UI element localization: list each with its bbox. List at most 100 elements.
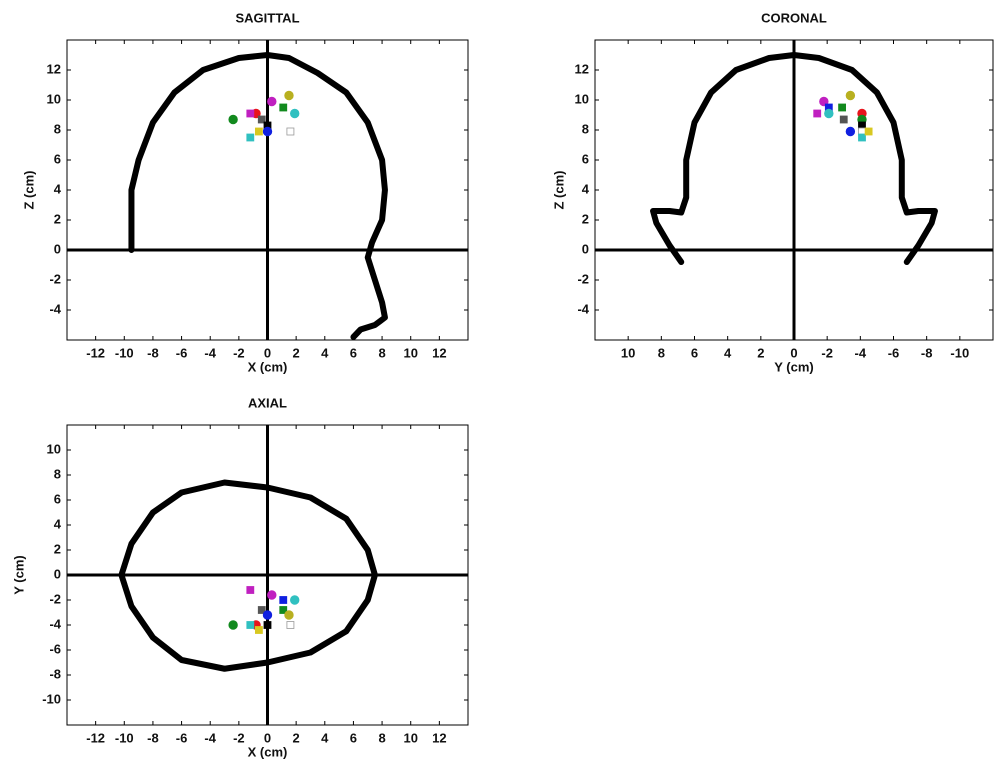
x-tick-label: 8 — [378, 730, 385, 745]
marker-circle — [267, 591, 276, 600]
x-tick-label: 0 — [264, 345, 271, 360]
x-tick-label: 8 — [378, 345, 385, 360]
marker-circle — [290, 109, 299, 118]
subplot-title: AXIAL — [248, 395, 287, 410]
y-tick-label: -10 — [42, 691, 61, 706]
x-tick-label: 2 — [757, 345, 764, 360]
y-tick-label: 8 — [582, 121, 589, 136]
x-tick-label: -2 — [821, 345, 833, 360]
y-tick-label: 6 — [582, 151, 589, 166]
x-tick-label: -4 — [204, 730, 216, 745]
x-tick-label: -10 — [115, 345, 134, 360]
marker-square — [255, 128, 262, 135]
marker-circle — [285, 91, 294, 100]
y-tick-label: 12 — [47, 61, 61, 76]
x-tick-label: 6 — [350, 345, 357, 360]
x-tick-label: 10 — [403, 730, 417, 745]
x-tick-label: 0 — [264, 730, 271, 745]
x-tick-label: -10 — [950, 345, 969, 360]
y-tick-label: 2 — [54, 541, 61, 556]
marker-circle — [825, 109, 834, 118]
x-tick-label: -2 — [233, 345, 245, 360]
y-tick-label: -2 — [577, 271, 589, 286]
marker-square — [814, 110, 821, 117]
marker-square — [247, 134, 254, 141]
marker-circle — [229, 621, 238, 630]
y-tick-label: 12 — [575, 61, 589, 76]
x-tick-label: 8 — [658, 345, 665, 360]
y-axis-label: Y (cm) — [11, 555, 26, 595]
y-tick-label: -4 — [49, 301, 61, 316]
x-tick-label: -6 — [176, 345, 188, 360]
marker-circle — [267, 97, 276, 106]
y-tick-label: 4 — [54, 181, 62, 196]
y-axis-label: Z (cm) — [551, 171, 566, 210]
y-tick-label: -6 — [49, 641, 61, 656]
y-tick-label: 0 — [54, 241, 61, 256]
marker-circle — [263, 127, 272, 136]
y-tick-label: 2 — [54, 211, 61, 226]
y-tick-label: 10 — [47, 441, 61, 456]
x-tick-label: -8 — [921, 345, 933, 360]
marker-square — [287, 622, 294, 629]
x-axis-label: X (cm) — [248, 744, 288, 759]
marker-circle — [846, 127, 855, 136]
x-tick-label: -6 — [888, 345, 900, 360]
x-tick-label: 6 — [691, 345, 698, 360]
x-tick-label: 2 — [293, 730, 300, 745]
marker-square — [280, 597, 287, 604]
x-tick-label: 6 — [350, 730, 357, 745]
y-tick-label: 8 — [54, 121, 61, 136]
y-tick-label: 6 — [54, 151, 61, 166]
y-tick-label: 4 — [54, 516, 62, 531]
x-tick-label: -8 — [147, 730, 159, 745]
y-axis-label: Z (cm) — [21, 171, 36, 210]
y-tick-label: -2 — [49, 271, 61, 286]
x-tick-label: -8 — [147, 345, 159, 360]
marker-square — [247, 587, 254, 594]
x-tick-label: -12 — [86, 345, 105, 360]
x-tick-label: -6 — [176, 730, 188, 745]
marker-circle — [229, 115, 238, 124]
x-tick-label: 10 — [621, 345, 635, 360]
marker-square — [264, 622, 271, 629]
marker-circle — [290, 596, 299, 605]
x-tick-label: 4 — [321, 345, 329, 360]
y-tick-label: 10 — [575, 91, 589, 106]
subplot-title: SAGITTAL — [235, 10, 299, 25]
x-axis-label: X (cm) — [248, 359, 288, 374]
y-tick-label: 10 — [47, 91, 61, 106]
y-tick-label: -2 — [49, 591, 61, 606]
marker-square — [865, 128, 872, 135]
x-tick-label: 12 — [432, 345, 446, 360]
x-tick-label: 4 — [724, 345, 732, 360]
x-tick-label: -4 — [855, 345, 867, 360]
marker-square — [247, 622, 254, 629]
figure: -12 -10 -8 -6 -4 -2 0 2 4 6 8 10 12 -4 -2 0 2 4 6 8 10 12 SAGI… — [0, 0, 995, 767]
x-tick-label: -12 — [86, 730, 105, 745]
x-axis-label: Y (cm) — [774, 359, 814, 374]
y-tick-label: 8 — [54, 466, 61, 481]
y-tick-label: 2 — [582, 211, 589, 226]
x-tick-label: -2 — [233, 730, 245, 745]
subplot-title: CORONAL — [761, 10, 827, 25]
marker-square — [840, 116, 847, 123]
marker-square — [247, 110, 254, 117]
marker-square — [287, 128, 294, 135]
x-tick-label: 10 — [403, 345, 417, 360]
y-tick-label: -4 — [49, 616, 61, 631]
x-tick-label: -10 — [115, 730, 134, 745]
marker-square — [280, 104, 287, 111]
x-tick-label: 12 — [432, 730, 446, 745]
y-tick-label: 0 — [582, 241, 589, 256]
y-tick-label: 6 — [54, 491, 61, 506]
marker-square — [255, 627, 262, 634]
x-tick-label: 4 — [321, 730, 329, 745]
marker-square — [858, 134, 865, 141]
y-tick-label: -8 — [49, 666, 61, 681]
marker-circle — [263, 611, 272, 620]
marker-square — [839, 104, 846, 111]
